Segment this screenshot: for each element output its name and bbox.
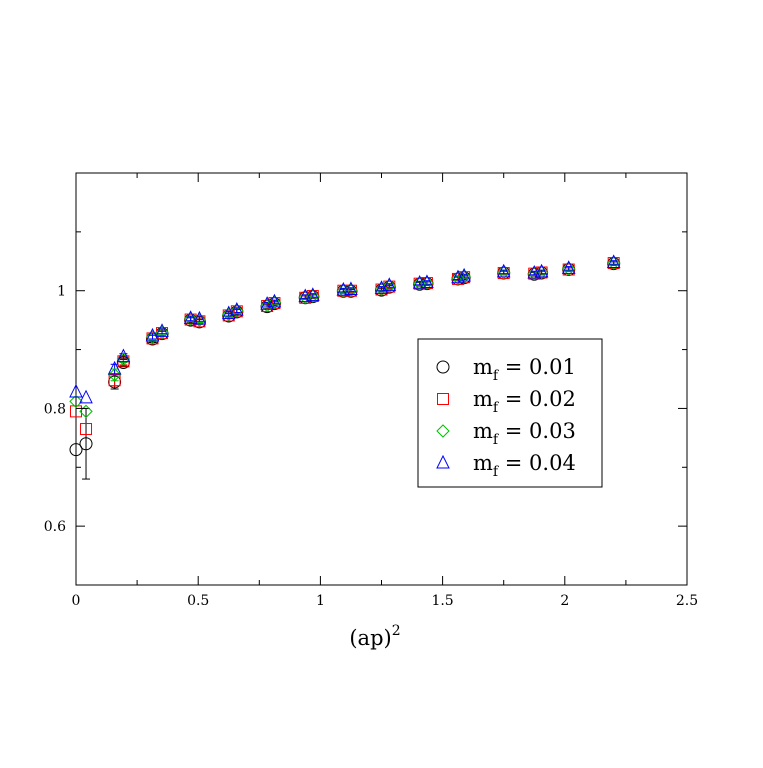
data-point-series-1 [69, 443, 83, 457]
data-point-series-4 [451, 269, 465, 284]
data-points [69, 254, 621, 457]
data-point-series-4 [382, 277, 397, 291]
y-tick-label: 0.6 [44, 519, 66, 535]
data-point-series-4 [107, 360, 122, 375]
legend: mf = 0.01 mf = 0.02 mf = 0.03 mf = 0.04 [417, 338, 603, 488]
data-point-series-4 [183, 310, 198, 324]
data-point-series-4 [69, 383, 83, 398]
data-point-series-3 [606, 256, 621, 270]
data-point-series-3 [260, 298, 274, 313]
data-point-series-3 [420, 276, 434, 290]
data-point-series-4 [527, 264, 542, 279]
data-point-series-4 [192, 310, 207, 325]
data-point-series-4 [155, 323, 169, 337]
x-tick-label: 0.5 [187, 593, 209, 609]
data-point-series-3 [155, 325, 169, 340]
data-point-series-3 [496, 265, 511, 280]
data-point-series-4 [534, 263, 549, 278]
legend-marker [436, 454, 450, 469]
data-point-series-3 [79, 404, 93, 419]
x-tick-label: 1.5 [431, 593, 453, 609]
data-point-series-4 [606, 254, 621, 268]
legend-marker [436, 360, 450, 374]
data-point-series-4 [561, 260, 576, 274]
data-point-series-4 [230, 302, 244, 316]
data-point-series-4 [116, 348, 131, 363]
legend-label: mf = 0.01 [473, 355, 576, 384]
data-point-series-4 [336, 282, 351, 296]
data-point-series-3 [192, 313, 207, 327]
data-point-series-4 [496, 263, 511, 278]
data-point-series-3 [267, 295, 282, 310]
data-point-series-2 [108, 374, 121, 387]
data-point-series-4 [267, 293, 282, 308]
data-point-series-3 [534, 265, 549, 280]
legend-marker [437, 393, 449, 405]
data-point-series-3 [451, 271, 465, 286]
data-point-series-4 [420, 274, 434, 288]
x-axis-title: (ap)2 [349, 623, 400, 650]
x-axis-title-superscript: 2 [392, 623, 401, 639]
data-point-series-2 [80, 423, 93, 436]
data-point-series-3 [107, 368, 122, 382]
data-point-series-3 [230, 304, 244, 318]
legend-label: mf = 0.03 [473, 419, 576, 448]
data-point-series-3 [69, 394, 83, 409]
axis-ticks [75, 173, 688, 585]
data-point-series-4 [344, 281, 358, 296]
x-tick-label: 2.5 [676, 593, 698, 609]
legend-label: mf = 0.02 [473, 387, 576, 416]
x-tick-label: 0 [72, 593, 81, 609]
data-point-series-1 [79, 437, 93, 451]
data-point-series-4 [457, 267, 471, 282]
data-point-series-4 [79, 389, 93, 404]
legend-box [417, 338, 603, 488]
data-point-series-3 [344, 283, 358, 297]
data-point-series-3 [382, 279, 397, 293]
x-tick-label: 1 [316, 593, 325, 609]
data-point-series-4 [145, 327, 160, 342]
data-point-series-4 [306, 287, 320, 301]
data-point-series-3 [562, 262, 576, 276]
y-tick-label: 1 [57, 284, 66, 300]
data-point-series-4 [298, 288, 313, 303]
tick-labels: 0 0.5 1 1.5 2 2.5 0.6 0.8 1 [44, 284, 698, 609]
data-point-series-2 [70, 405, 82, 418]
data-point-series-3 [306, 289, 320, 303]
data-point-series-4 [412, 274, 427, 289]
y-tick-label: 0.8 [44, 401, 66, 417]
x-tick-label: 2 [560, 593, 569, 609]
legend-marker [436, 424, 450, 438]
legend-label: mf = 0.04 [473, 451, 576, 480]
data-point-series-3 [183, 312, 198, 326]
